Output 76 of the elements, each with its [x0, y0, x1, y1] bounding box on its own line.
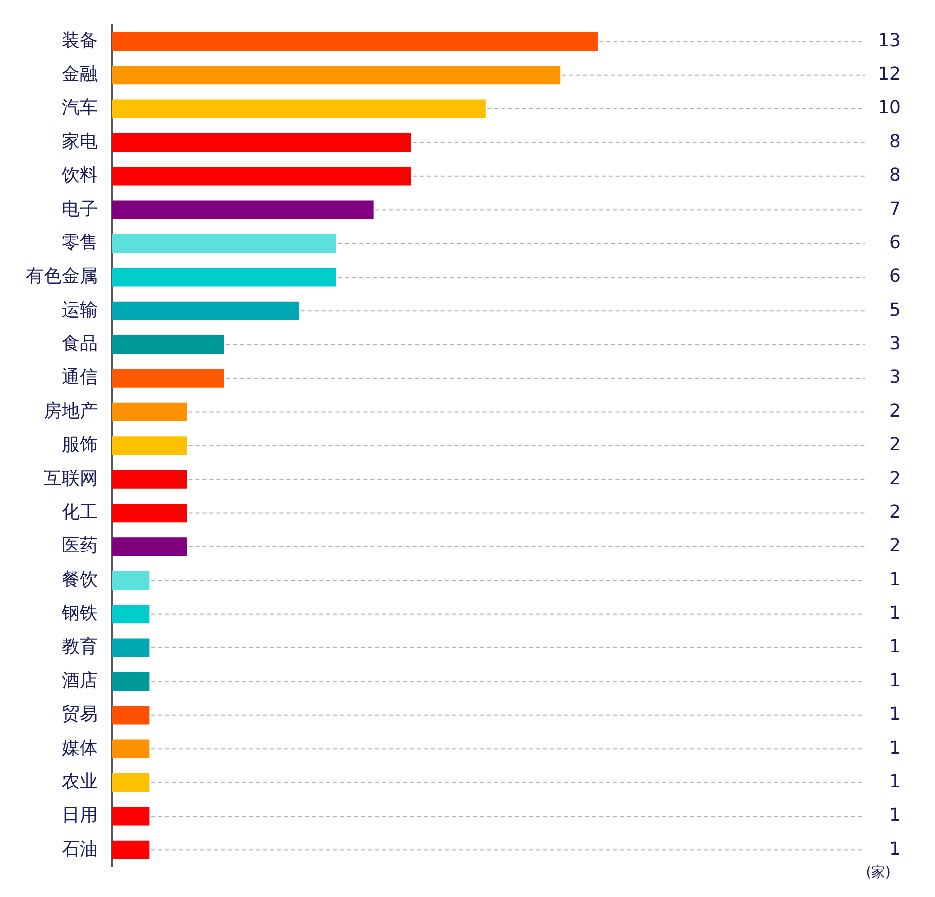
- y-tick-label: 化工: [62, 502, 98, 523]
- bar: [112, 302, 300, 320]
- data-label: 1: [890, 771, 901, 792]
- y-tick-label: 有色金属: [26, 266, 98, 288]
- bar: [112, 571, 150, 590]
- data-label: 5: [890, 300, 901, 321]
- y-tick-label: 零售: [62, 232, 98, 254]
- data-label: 1: [890, 636, 901, 658]
- data-label: 1: [890, 838, 901, 860]
- data-label: 2: [890, 536, 901, 557]
- data-label: 8: [890, 165, 901, 186]
- bar: [112, 200, 374, 220]
- y-tick-label: 互联网: [44, 468, 98, 490]
- data-label: 2: [890, 400, 901, 422]
- data-label: 1: [890, 670, 901, 692]
- y-tick-label: 农业: [62, 771, 98, 792]
- bar: [112, 66, 561, 85]
- bar: [112, 605, 150, 624]
- text: (家): [866, 864, 891, 882]
- data-label: 13: [878, 30, 901, 52]
- bar: [112, 268, 336, 287]
- data-label: 1: [890, 569, 901, 590]
- y-tick-label: 饮料: [61, 165, 98, 186]
- y-tick-label: 金融: [62, 64, 98, 86]
- data-label: 1: [890, 704, 901, 726]
- data-label: 1: [890, 805, 901, 826]
- y-tick-label: 贸易: [62, 704, 98, 726]
- y-tick-label: 石油: [62, 838, 98, 860]
- data-label: 6: [890, 266, 901, 288]
- y-tick-label: 电子: [62, 198, 98, 220]
- y-tick-label: 房地产: [44, 400, 98, 422]
- bar: [112, 740, 150, 758]
- bar: [112, 638, 150, 658]
- bar: [112, 100, 486, 118]
- y-tick-label: 通信: [62, 367, 98, 388]
- bar: [112, 234, 336, 254]
- data-label: 8: [890, 131, 901, 152]
- bar: [112, 436, 188, 456]
- bar: [112, 402, 188, 422]
- y-tick-label: 酒店: [62, 670, 98, 692]
- data-label: 7: [890, 198, 901, 220]
- bar: [112, 32, 598, 51]
- y-tick-label: 医药: [62, 536, 98, 557]
- y-tick-label: 钢铁: [61, 603, 98, 624]
- y-tick-label: 日用: [62, 805, 98, 826]
- data-label: 2: [890, 502, 901, 523]
- y-tick-label: 服饰: [62, 434, 98, 456]
- y-tick-label: 食品: [62, 334, 98, 355]
- data-label: 10: [878, 98, 901, 119]
- data-label: 3: [890, 334, 901, 355]
- y-tick-label: 教育: [62, 636, 98, 658]
- bar: [112, 336, 224, 354]
- y-tick-label: 运输: [62, 300, 98, 321]
- bar: [112, 773, 150, 792]
- data-label: 1: [890, 603, 901, 624]
- bar: [112, 167, 412, 186]
- bar: [112, 840, 150, 860]
- bar: [112, 538, 188, 556]
- bar: [112, 133, 412, 152]
- data-label: 6: [890, 232, 901, 254]
- data-label: 2: [890, 434, 901, 456]
- y-tick-label: 家电: [62, 131, 98, 152]
- y-tick-label: 餐饮: [62, 569, 98, 590]
- data-label: 2: [890, 468, 901, 490]
- y-tick-label: 媒体: [62, 738, 98, 759]
- bar: [112, 706, 150, 725]
- y-tick-label: 汽车: [62, 98, 98, 119]
- bar: [112, 504, 188, 523]
- bar: [112, 369, 224, 388]
- data-label: 12: [878, 64, 901, 86]
- data-label: 3: [890, 367, 901, 388]
- bar: [112, 672, 150, 692]
- data-label: 1: [890, 738, 901, 759]
- bar: [112, 807, 150, 826]
- y-tick-label: 装备: [62, 30, 98, 52]
- bar: [112, 470, 188, 489]
